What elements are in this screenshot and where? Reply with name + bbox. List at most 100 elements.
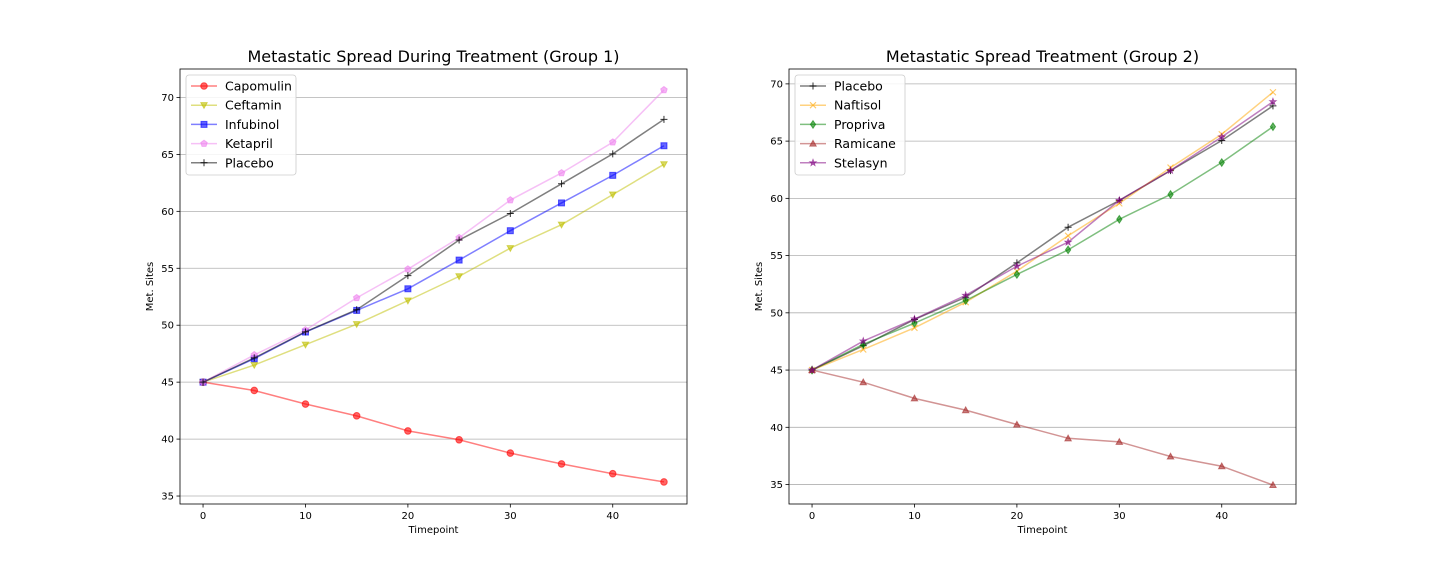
series-line-ketapril (202, 89, 665, 383)
y-tick-label: 50 (161, 321, 174, 332)
x-tick-label: 30 (1113, 511, 1126, 522)
data-point-stelasyn (858, 336, 868, 345)
data-point-ceftamin (659, 161, 669, 169)
data-point-naftisol (1064, 232, 1072, 240)
y-tick-label: 55 (770, 251, 783, 262)
data-point-infubinol (455, 256, 463, 264)
series-line-ramicane (811, 369, 1274, 486)
y-tick-label: 65 (770, 137, 783, 148)
x-tick-label: 10 (908, 511, 921, 522)
data-point-stelasyn (1114, 195, 1124, 205)
data-point-ceftamin (557, 221, 566, 229)
y-tick-label: 70 (770, 79, 783, 90)
y-tick-label: 40 (161, 435, 174, 446)
series-line-propriva (811, 126, 1274, 371)
series-line-stelasyn (811, 101, 1274, 371)
data-point-propriva (1167, 189, 1174, 200)
y-tick-label: 50 (770, 308, 783, 319)
x-tick-label: 20 (402, 511, 415, 522)
data-point-ketapril (352, 293, 361, 302)
data-point-ramicane (1217, 461, 1226, 470)
data-point-ketapril (660, 85, 668, 94)
legend: Capomulin Ceftamin Infubinol Ketapril Placeb… (185, 74, 297, 176)
data-point-stelasyn (961, 290, 971, 300)
data-point-placebo (301, 328, 309, 336)
data-point-ketapril (404, 265, 412, 273)
data-point-placebo (404, 272, 412, 280)
legend-label: Capomulin (225, 79, 292, 94)
data-point-stelasyn (909, 314, 919, 323)
legend-label: Naftisol (834, 98, 881, 113)
data-point-placebo (353, 306, 361, 314)
legend: Placebo Naftisol Propriva Ramicane Stelasyn (794, 74, 906, 176)
y-tick-label: 40 (770, 423, 783, 434)
series-line-ceftamin (202, 163, 665, 383)
legend-item-placebo: Placebo (800, 79, 883, 94)
data-point-placebo (558, 180, 566, 188)
series-ceftamin (198, 161, 669, 387)
y-tick-label: 70 (161, 93, 174, 104)
data-point-infubinol (609, 171, 617, 179)
data-point-capomulin (250, 386, 259, 395)
legend-item-ceftamin: Ceftamin (191, 98, 282, 113)
data-point-ceftamin (301, 341, 310, 349)
legend-label: Ceftamin (225, 98, 282, 113)
data-point-ramicane (1064, 434, 1073, 442)
legend-item-stelasyn: Stelasyn (800, 155, 888, 170)
x-tick-label: 40 (606, 511, 619, 522)
data-point-infubinol (660, 142, 668, 150)
chart-title: Metastatic Spread Treatment (Group 2) (886, 47, 1199, 66)
legend-box (794, 74, 906, 176)
data-point-ceftamin (455, 273, 464, 281)
chart-title: Metastatic Spread During Treatment (Grou… (248, 47, 620, 66)
y-tick-label: 45 (770, 366, 783, 377)
chart-group-2: 0 10 20 30 40 35 40 45 50 55 60 65 70 Metastatic Spre… (754, 47, 1297, 536)
y-tick-label: 60 (770, 194, 783, 205)
series-line-placebo (202, 118, 665, 383)
y-axis-label: Met. Sites (754, 262, 765, 311)
data-point-stelasyn (1012, 261, 1022, 271)
data-point-capomulin (557, 460, 566, 468)
x-tick-label: 30 (504, 511, 517, 522)
data-point-capomulin (352, 412, 361, 420)
data-point-ceftamin (250, 362, 259, 370)
x-axis-label: Timepoint (408, 525, 459, 536)
legend-swatch-marker (200, 82, 208, 90)
data-point-propriva (1269, 122, 1277, 132)
series-line-capomulin (202, 381, 665, 483)
data-point-propriva (1218, 157, 1225, 168)
data-point-capomulin (301, 400, 310, 408)
y-tick-label: 35 (161, 492, 174, 503)
data-point-infubinol (404, 285, 412, 293)
data-point-ceftamin (403, 297, 412, 305)
data-point-stelasyn (1268, 97, 1278, 106)
y-tick-label: 65 (161, 150, 174, 161)
data-point-placebo (609, 150, 617, 158)
data-point-naftisol (1269, 88, 1277, 96)
legend-item-propriva: Propriva (800, 117, 885, 132)
x-tick-label: 20 (1011, 511, 1024, 522)
y-tick-label: 60 (161, 207, 174, 218)
data-point-propriva (962, 295, 969, 306)
x-axis-label: Timepoint (1017, 525, 1068, 536)
data-point-ketapril (557, 168, 566, 177)
data-point-stelasyn (1217, 132, 1227, 141)
data-point-capomulin (404, 427, 412, 435)
data-point-stelasyn (1166, 165, 1176, 175)
data-point-ketapril (608, 138, 617, 146)
data-point-placebo (455, 236, 463, 244)
legend-item-naftisol: Naftisol (800, 98, 881, 113)
x-tick-label: 0 (809, 511, 815, 522)
legend-label: Stelasyn (834, 155, 888, 170)
data-point-ceftamin (506, 245, 515, 253)
data-point-ramicane (1012, 420, 1021, 428)
data-point-stelasyn (1063, 237, 1073, 247)
data-point-placebo (1064, 223, 1072, 231)
x-tick-label: 40 (1215, 511, 1228, 522)
data-point-infubinol (506, 227, 514, 235)
y-tick-label: 35 (770, 480, 783, 491)
data-point-placebo (250, 354, 258, 362)
data-point-capomulin (608, 469, 617, 478)
y-tick-label: 45 (161, 378, 174, 389)
data-point-naftisol (911, 324, 918, 332)
